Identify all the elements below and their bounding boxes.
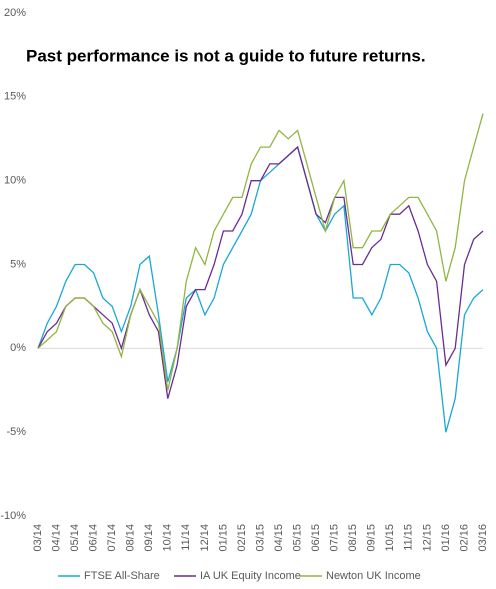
chart-title: Past performance is not a guide to futur… bbox=[26, 46, 426, 65]
x-tick-label: 10/14 bbox=[162, 524, 174, 552]
y-tick-label: 20% bbox=[4, 7, 26, 19]
x-tick-label: 07/15 bbox=[329, 524, 341, 552]
series-line bbox=[37, 145, 484, 399]
x-tick-label: 12/15 bbox=[421, 524, 433, 552]
x-tick-label: 08/14 bbox=[125, 524, 137, 552]
x-tick-label: 05/14 bbox=[69, 524, 81, 552]
x-tick-label: 10/15 bbox=[384, 524, 396, 552]
x-tick-label: 01/15 bbox=[217, 524, 229, 552]
y-tick-label: -5% bbox=[6, 426, 26, 438]
x-tick-label: 07/14 bbox=[106, 524, 118, 552]
x-tick-label: 03/16 bbox=[477, 524, 489, 552]
x-tick-label: 05/15 bbox=[291, 524, 303, 552]
y-tick-label: -10% bbox=[0, 510, 26, 522]
x-tick-label: 11/14 bbox=[180, 524, 192, 551]
x-tick-label: 11/15 bbox=[403, 524, 415, 551]
y-tick-label: 15% bbox=[4, 91, 26, 103]
legend-label: FTSE All-Share bbox=[84, 570, 160, 582]
x-tick-label: 04/15 bbox=[273, 524, 285, 552]
x-tick-label: 04/14 bbox=[50, 524, 62, 552]
y-tick-label: 10% bbox=[4, 175, 26, 187]
series-line bbox=[37, 145, 484, 433]
y-tick-label: 0% bbox=[10, 342, 26, 354]
x-tick-label: 08/15 bbox=[347, 524, 359, 552]
x-tick-label: 09/15 bbox=[366, 524, 378, 552]
legend-label: IA UK Equity Income bbox=[200, 570, 301, 582]
legend-label: Newton UK Income bbox=[326, 570, 421, 582]
x-tick-label: 02/15 bbox=[236, 524, 248, 552]
x-tick-label: 03/15 bbox=[254, 524, 266, 552]
x-tick-label: 03/14 bbox=[32, 524, 44, 552]
x-tick-label: 09/14 bbox=[143, 524, 155, 552]
y-tick-label: 5% bbox=[10, 258, 26, 270]
x-tick-label: 02/16 bbox=[458, 524, 470, 552]
x-tick-label: 06/14 bbox=[88, 524, 100, 552]
x-tick-label: 01/16 bbox=[440, 524, 452, 552]
x-tick-label: 12/14 bbox=[199, 524, 211, 552]
x-tick-label: 06/15 bbox=[310, 524, 322, 552]
series-line bbox=[37, 113, 484, 391]
